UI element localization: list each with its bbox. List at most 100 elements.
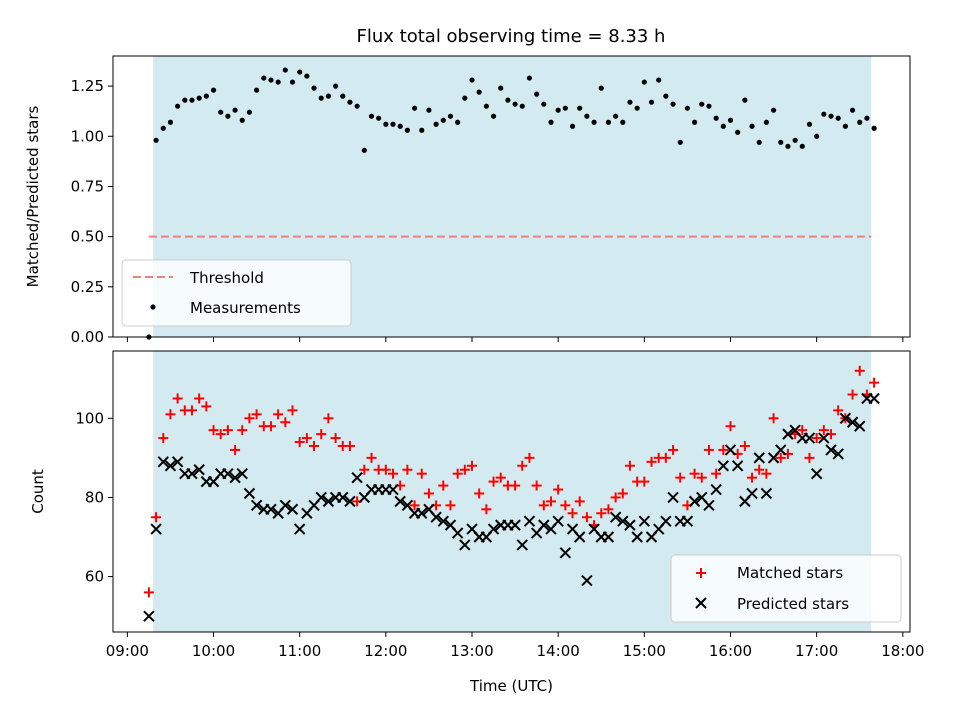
- predicted-star-marker: [760, 487, 773, 500]
- matched-star-marker: [186, 405, 197, 416]
- measurement-point: [706, 103, 712, 109]
- measurement-point: [354, 103, 360, 109]
- predicted-star-marker: [624, 519, 636, 531]
- measurement-point: [289, 79, 296, 85]
- x-tick-label: 14:00: [537, 642, 580, 660]
- measurement-point: [469, 77, 475, 83]
- matched-star-marker: [775, 452, 786, 463]
- measurement-point: [182, 97, 188, 103]
- measurement-point: [778, 139, 784, 145]
- matched-star-marker: [237, 425, 248, 436]
- measurement-point: [591, 119, 597, 125]
- measurement-point: [361, 147, 367, 153]
- matched-star-marker: [344, 440, 355, 451]
- measurement-point: [562, 105, 568, 111]
- predicted-star-marker: [839, 412, 852, 424]
- top-panel: 0.00 0.25 0.50 0.75 1.00 1.25 Matched/Predict…: [24, 55, 911, 346]
- predicted-star-marker: [157, 456, 169, 468]
- x-tick-label: 13:00: [450, 642, 493, 660]
- matched-star-marker: [265, 421, 276, 432]
- measurement-point: [648, 99, 655, 105]
- measurement-point: [397, 123, 403, 129]
- matched-star-marker: [287, 405, 298, 416]
- legend-predicted-swatch: [695, 597, 707, 609]
- legend-cross-glyph: [695, 597, 707, 609]
- measurement-point: [455, 119, 461, 125]
- matched-star-marker: [797, 425, 808, 436]
- measurement-point: [684, 105, 691, 111]
- measurement-point: [332, 83, 339, 89]
- measurement-point: [325, 93, 332, 99]
- matched-star-marker: [388, 468, 399, 479]
- bottom-panel: 60 80 100 09:00 10:00 11:00 12:00 13:00 14:00 15…: [29, 350, 924, 695]
- matched-star-marker: [610, 492, 621, 503]
- measurement-point: [175, 103, 181, 109]
- predicted-star-marker: [717, 460, 730, 472]
- measurement-point: [433, 121, 439, 127]
- measurement-point: [584, 113, 590, 119]
- matched-star-marker: [151, 512, 162, 523]
- measurement-point: [189, 97, 195, 103]
- bottom-y-axis-label: Count: [29, 469, 47, 514]
- measurement-point: [792, 137, 798, 143]
- predicted-star-marker: [559, 547, 572, 559]
- measurement-point: [232, 107, 238, 113]
- measurement-point: [569, 123, 576, 129]
- predicted-star-marker: [222, 467, 234, 480]
- predicted-star-marker: [724, 444, 737, 456]
- matched-star-marker: [517, 460, 528, 471]
- x-tick-label: 16:00: [709, 642, 752, 660]
- predicted-star-marker: [581, 574, 593, 587]
- matched-star-marker: [747, 472, 758, 483]
- matched-star-marker: [847, 389, 858, 400]
- matched-star-marker: [696, 472, 707, 483]
- predicted-star-marker: [703, 499, 715, 512]
- measurement-point: [548, 119, 554, 125]
- top-legend: Threshold Measurements: [121, 259, 352, 327]
- top-y-tick-label: 1.25: [71, 77, 104, 95]
- matched-star-marker: [194, 393, 205, 404]
- matched-star-marker: [459, 464, 470, 475]
- x-tick-label: 18:00: [881, 642, 924, 660]
- predicted-star-marker: [854, 420, 866, 432]
- top-x-ticks: [126, 337, 904, 342]
- x-tick-label: 17:00: [795, 642, 838, 660]
- predicted-star-marker: [523, 515, 536, 527]
- matched-star-marker: [567, 508, 578, 519]
- predicted-star-marker: [250, 499, 263, 512]
- matched-star-marker: [495, 472, 506, 483]
- measurement-point: [254, 87, 260, 93]
- predicted-star-marker: [617, 515, 629, 527]
- measurement-point: [376, 115, 382, 121]
- predicted-star-marker: [681, 515, 694, 527]
- measurement-point: [476, 89, 482, 95]
- measurement-point: [613, 113, 619, 119]
- predicted-star-marker: [430, 511, 442, 523]
- predicted-star-marker: [451, 527, 464, 539]
- measurement-point: [735, 129, 741, 135]
- measurement-point: [210, 87, 217, 93]
- bottom-legend-box: [670, 554, 902, 623]
- measurement-point: [620, 119, 626, 125]
- matched-star-marker: [675, 472, 686, 483]
- measurement-point: [555, 107, 561, 113]
- measurement-point: [297, 69, 303, 75]
- measurement-points: [146, 67, 877, 340]
- predicted-star-marker: [351, 471, 363, 484]
- measurement-point: [534, 91, 540, 97]
- matched-star-marker: [689, 468, 700, 479]
- matched-star-marker: [280, 417, 291, 428]
- predicted-star-marker: [782, 428, 794, 440]
- legend-threshold-label: Threshold: [189, 269, 264, 287]
- measurement-point: [814, 133, 820, 139]
- measurement-point: [261, 75, 267, 81]
- matched-star-marker: [739, 440, 750, 451]
- matched-star-marker: [215, 429, 226, 440]
- measurement-point: [749, 123, 755, 129]
- top-axes-frame: [112, 55, 911, 338]
- predicted-star-marker: [667, 491, 679, 504]
- predicted-star-marker: [286, 503, 299, 516]
- measurement-point: [656, 77, 662, 83]
- matched-star-marker: [273, 409, 284, 420]
- matched-star-marker: [481, 504, 492, 515]
